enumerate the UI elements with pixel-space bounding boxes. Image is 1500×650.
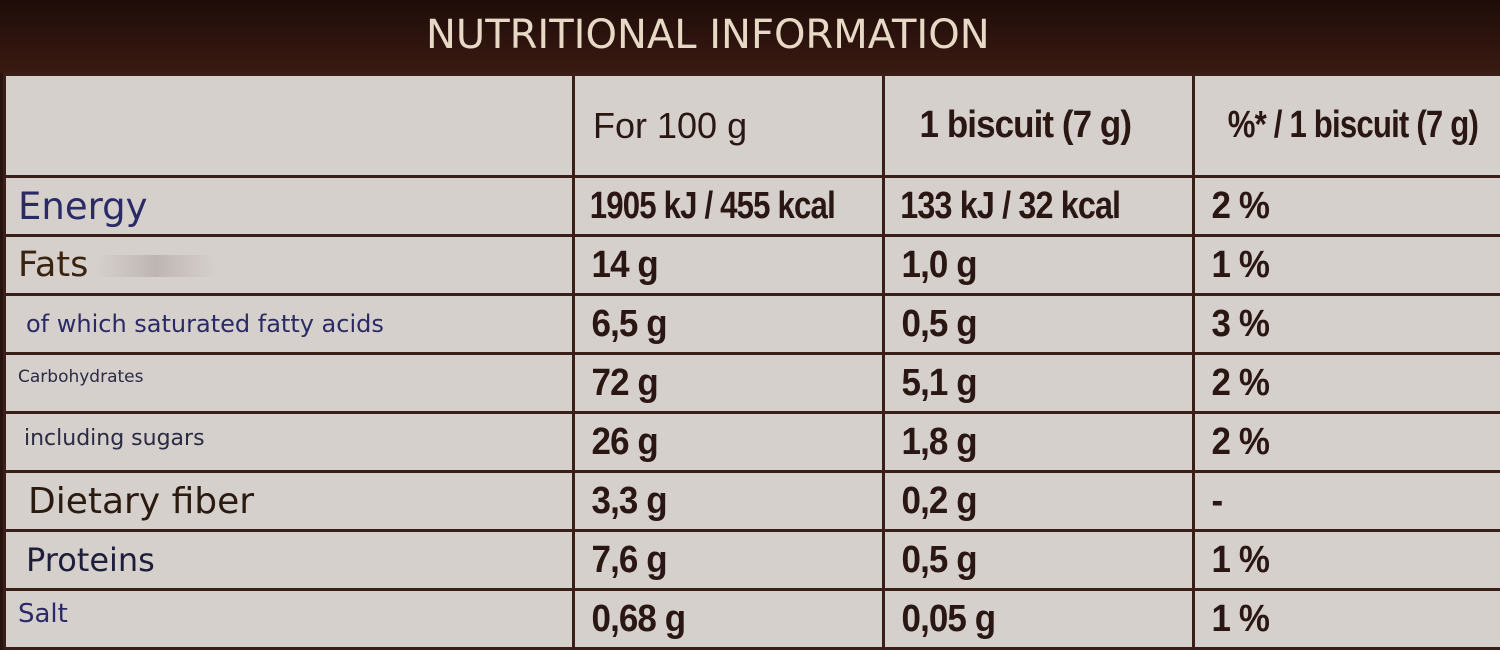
value-text: 133 kJ / 32 kcal (885, 185, 1120, 228)
table-row: Fats 14 g 1,0 g 1 % (5, 236, 1500, 295)
nutrient-label: Fats (18, 245, 88, 285)
value-per-biscuit: 0,5 g (884, 531, 1194, 590)
value-percent: 2 % (1194, 177, 1500, 236)
value-text: 7,6 g (575, 539, 667, 582)
value-text: 14 g (575, 244, 658, 287)
value-text: 3 % (1195, 303, 1269, 346)
nutrient-label: Proteins (5, 531, 574, 590)
nutrient-label-cell: Fats (5, 236, 574, 295)
value-per-100g: 72 g (574, 354, 884, 413)
value-percent: 1 % (1194, 590, 1500, 649)
table-row: Carbohydrates 72 g 5,1 g 2 % (5, 354, 1500, 413)
value-text: - (1195, 480, 1222, 523)
value-per-100g: 6,5 g (574, 295, 884, 354)
value-text: 1 % (1195, 244, 1269, 287)
value-percent: 2 % (1194, 413, 1500, 472)
value-per-biscuit: 1,8 g (884, 413, 1194, 472)
value-text: 72 g (575, 362, 658, 405)
table-row: Salt 0,68 g 0,05 g 1 % (5, 590, 1500, 649)
header-per-100g: For 100 g (574, 75, 884, 177)
value-per-biscuit: 133 kJ / 32 kcal (884, 177, 1194, 236)
nutrient-label: Salt (5, 590, 574, 649)
table-row: Energy 1905 kJ / 455 kcal 133 kJ / 32 kc… (5, 177, 1500, 236)
value-per-100g: 26 g (574, 413, 884, 472)
page-title: NUTRITIONAL INFORMATION (426, 12, 990, 58)
header-per-biscuit-label: 1 biscuit (7 g) (903, 104, 1131, 147)
value-per-100g: 1905 kJ / 455 kcal (574, 177, 884, 236)
value-per-100g: 3,3 g (574, 472, 884, 531)
nutrition-table: For 100 g 1 biscuit (7 g) %* / 1 biscuit… (3, 73, 1500, 650)
value-percent: - (1194, 472, 1500, 531)
value-percent: 3 % (1194, 295, 1500, 354)
value-text: 1,8 g (885, 421, 977, 464)
value-text: 0,2 g (885, 480, 977, 523)
value-percent: 1 % (1194, 531, 1500, 590)
title-bar: NUTRITIONAL INFORMATION (0, 0, 1500, 73)
value-text: 6,5 g (575, 303, 667, 346)
table-header-row: For 100 g 1 biscuit (7 g) %* / 1 biscuit… (5, 75, 1500, 177)
nutrient-label: including sugars (5, 413, 574, 472)
nutrient-label: Dietary fiber (5, 472, 574, 531)
value-per-biscuit: 1,0 g (884, 236, 1194, 295)
value-text: 2 % (1195, 185, 1269, 228)
nutrient-label: Energy (5, 177, 574, 236)
value-text: 0,5 g (885, 539, 977, 582)
header-per-100g-label: For 100 g (593, 105, 747, 146)
value-per-biscuit: 0,5 g (884, 295, 1194, 354)
value-text: 26 g (575, 421, 658, 464)
table-row: Proteins 7,6 g 0,5 g 1 % (5, 531, 1500, 590)
value-text: 3,3 g (575, 480, 667, 523)
value-text: 2 % (1195, 421, 1269, 464)
value-per-biscuit: 0,2 g (884, 472, 1194, 531)
value-text: 0,68 g (575, 598, 685, 641)
header-per-biscuit: 1 biscuit (7 g) (884, 75, 1194, 177)
value-text: 2 % (1195, 362, 1269, 405)
table-row: including sugars 26 g 1,8 g 2 % (5, 413, 1500, 472)
nutrient-label: Carbohydrates (5, 354, 574, 413)
value-per-biscuit: 5,1 g (884, 354, 1194, 413)
value-text: 0,05 g (885, 598, 995, 641)
header-percent: %* / 1 biscuit (7 g) (1194, 75, 1500, 177)
header-percent-label: %* / 1 biscuit (7 g) (1213, 104, 1478, 147)
value-text: 0,5 g (885, 303, 977, 346)
value-percent: 2 % (1194, 354, 1500, 413)
value-text: 1 % (1195, 598, 1269, 641)
value-percent: 1 % (1194, 236, 1500, 295)
value-text: 5,1 g (885, 362, 977, 405)
blurred-text-artifact (96, 255, 216, 277)
value-per-100g: 7,6 g (574, 531, 884, 590)
value-text: 1,0 g (885, 244, 977, 287)
value-text: 1905 kJ / 455 kcal (575, 185, 835, 228)
table-row: Dietary fiber 3,3 g 0,2 g - (5, 472, 1500, 531)
value-per-biscuit: 0,05 g (884, 590, 1194, 649)
table-row: of which saturated fatty acids 6,5 g 0,5… (5, 295, 1500, 354)
value-per-100g: 14 g (574, 236, 884, 295)
value-per-100g: 0,68 g (574, 590, 884, 649)
value-text: 1 % (1195, 539, 1269, 582)
header-cell-empty (5, 75, 574, 177)
nutrient-label: of which saturated fatty acids (5, 295, 574, 354)
